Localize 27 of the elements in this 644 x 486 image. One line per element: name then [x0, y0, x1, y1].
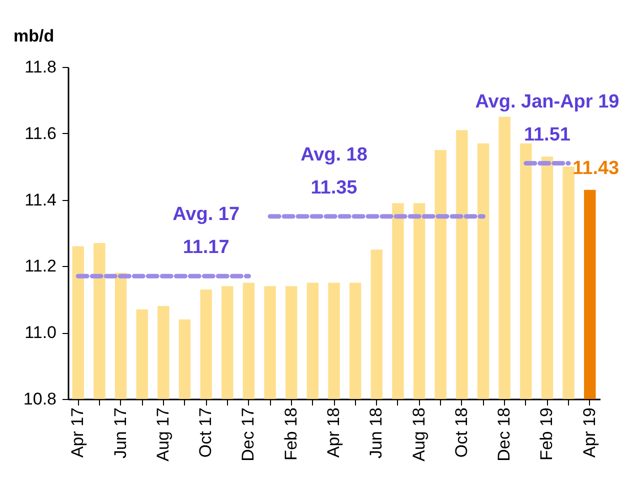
x-tick-label: Feb 18 [281, 408, 300, 460]
x-tick-label: Jun 18 [366, 408, 386, 459]
annotation: Avg. 18 [300, 144, 368, 166]
x-tick-label: Oct 18 [452, 408, 471, 458]
annotation: Avg. 17 [172, 204, 240, 226]
x-tick-label: Oct 17 [196, 408, 216, 458]
y-tick-label: 11.8 [24, 58, 56, 76]
y-tick-label: 11.6 [24, 124, 56, 143]
x-tick-label: Apr 18 [324, 408, 343, 458]
x-tick-label: Dec 18 [494, 408, 514, 462]
x-tick-label: Jun 17 [110, 408, 130, 459]
y-tick-label: 10.8 [23, 390, 56, 408]
x-tick-label: Feb 19 [537, 408, 556, 460]
y-tick-label: 11.2 [24, 256, 56, 276]
x-tick-label: Apr 17 [68, 408, 88, 458]
x-tick-label: Dec 17 [238, 408, 258, 462]
annotation: 11.51 [524, 124, 571, 146]
y-tick-label: 11.4 [24, 190, 56, 210]
x-tick-label: Aug 17 [153, 408, 172, 462]
annotation: 11.35 [310, 177, 358, 198]
y-axis-title: mb/d [14, 26, 54, 46]
annotation: 11.17 [182, 237, 230, 258]
x-tick-label: Aug 18 [409, 408, 428, 462]
y-tick-label: 11.0 [24, 323, 56, 342]
data-label: 11.43 [572, 158, 620, 179]
x-tick-label: Apr 19 [580, 408, 599, 458]
annotation: Avg. Jan-Apr 19 [475, 91, 620, 112]
